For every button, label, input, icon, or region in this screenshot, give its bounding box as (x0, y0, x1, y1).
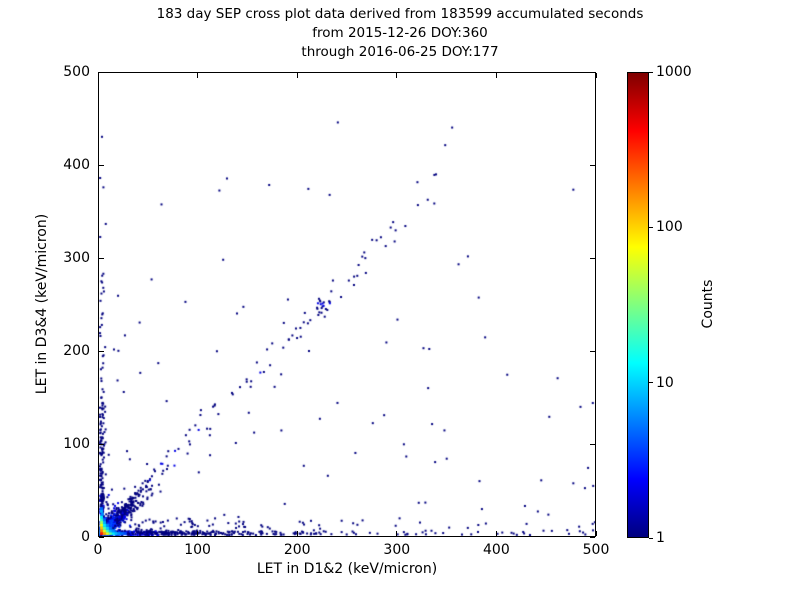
y-tick-mark-right (590, 164, 595, 166)
y-tick-mark-right (590, 71, 595, 73)
x-tick-label: 500 (582, 542, 610, 558)
x-tick-label: 300 (383, 542, 411, 558)
colorbar-tick-label: 1000 (656, 64, 692, 80)
x-tick-mark-top (97, 73, 99, 78)
x-tick-mark (396, 531, 398, 536)
y-tick-mark (99, 71, 104, 73)
colorbar-tick-label: 100 (656, 219, 683, 236)
x-tick-mark-top (296, 73, 298, 78)
colorbar-tick-mark (649, 226, 653, 228)
y-tick-mark-right (590, 536, 595, 538)
x-tick-label: 400 (483, 542, 510, 558)
y-tick-mark (99, 257, 104, 259)
x-tick-mark-top (595, 73, 597, 78)
y-tick-label: 0 (81, 529, 90, 545)
y-tick-label: 300 (63, 250, 90, 266)
colorbar-tick-mark (649, 382, 653, 384)
y-tick-mark-right (590, 257, 595, 259)
x-tick-mark (495, 531, 497, 536)
x-tick-mark (595, 531, 597, 536)
y-tick-mark-right (590, 443, 595, 445)
x-tick-label: 100 (184, 542, 211, 558)
x-tick-mark (97, 531, 99, 536)
colorbar-tick-mark (649, 71, 653, 73)
colorbar-tick-label: 1 (656, 530, 665, 546)
y-tick-label: 500 (63, 64, 90, 80)
y-tick-mark (99, 164, 104, 166)
plot-area (98, 72, 596, 537)
y-axis-label: LET in D3&4 (keV/micron) (34, 213, 50, 395)
y-tick-label: 400 (63, 157, 90, 173)
x-tick-mark (197, 531, 199, 536)
x-tick-mark-top (495, 73, 497, 78)
x-tick-label: 200 (283, 542, 311, 558)
colorbar-label: Counts (700, 279, 716, 329)
x-tick-label: 0 (93, 542, 103, 558)
scatter-points-canvas (99, 73, 595, 536)
y-tick-mark (99, 443, 104, 445)
y-tick-mark-right (590, 350, 595, 352)
x-tick-mark-top (197, 73, 199, 78)
chart-title-line-2: from 2015-12-26 DOY:360 (312, 25, 488, 41)
y-tick-label: 200 (63, 343, 90, 359)
y-tick-mark (99, 536, 104, 538)
y-tick-mark (99, 350, 104, 352)
x-tick-mark (296, 531, 298, 536)
chart-title-line-1: 183 day SEP cross plot data derived from… (156, 6, 644, 22)
chart-title-block: 183 day SEP cross plot data derived from… (0, 5, 800, 62)
colorbar (627, 72, 649, 538)
x-tick-mark-top (396, 73, 398, 78)
x-axis-label: LET in D1&2 (keV/micron) (256, 561, 438, 577)
chart-title-line-3: through 2016-06-25 DOY:177 (301, 44, 499, 60)
colorbar-tick-mark (649, 537, 653, 539)
colorbar-tick-label: 10 (656, 374, 674, 391)
y-tick-label: 100 (63, 436, 90, 452)
